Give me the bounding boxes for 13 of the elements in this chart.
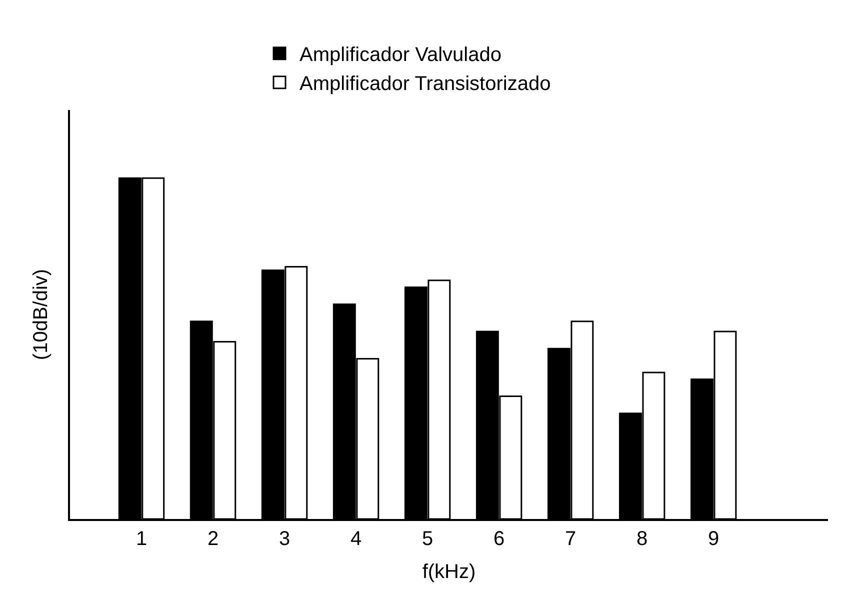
x-tick-label: 2 xyxy=(207,528,219,550)
x-tick-label: 3 xyxy=(278,528,290,550)
y-axis-title: (10dB/div) xyxy=(30,268,52,360)
x-tick-label: 9 xyxy=(708,528,720,550)
x-tick-label: 8 xyxy=(636,528,648,550)
x-tick-label: 5 xyxy=(422,528,434,550)
x-tick-label: 4 xyxy=(350,528,362,550)
x-tick-label: 6 xyxy=(493,528,505,550)
legend-label: Amplificador Transistorizado xyxy=(300,73,551,96)
x-axis-title: f(kHz) xyxy=(422,561,476,583)
x-tick-label: 1 xyxy=(136,528,148,550)
legend-label: Amplificador Valvulado xyxy=(300,44,502,66)
x-tick-label: 7 xyxy=(565,528,576,550)
